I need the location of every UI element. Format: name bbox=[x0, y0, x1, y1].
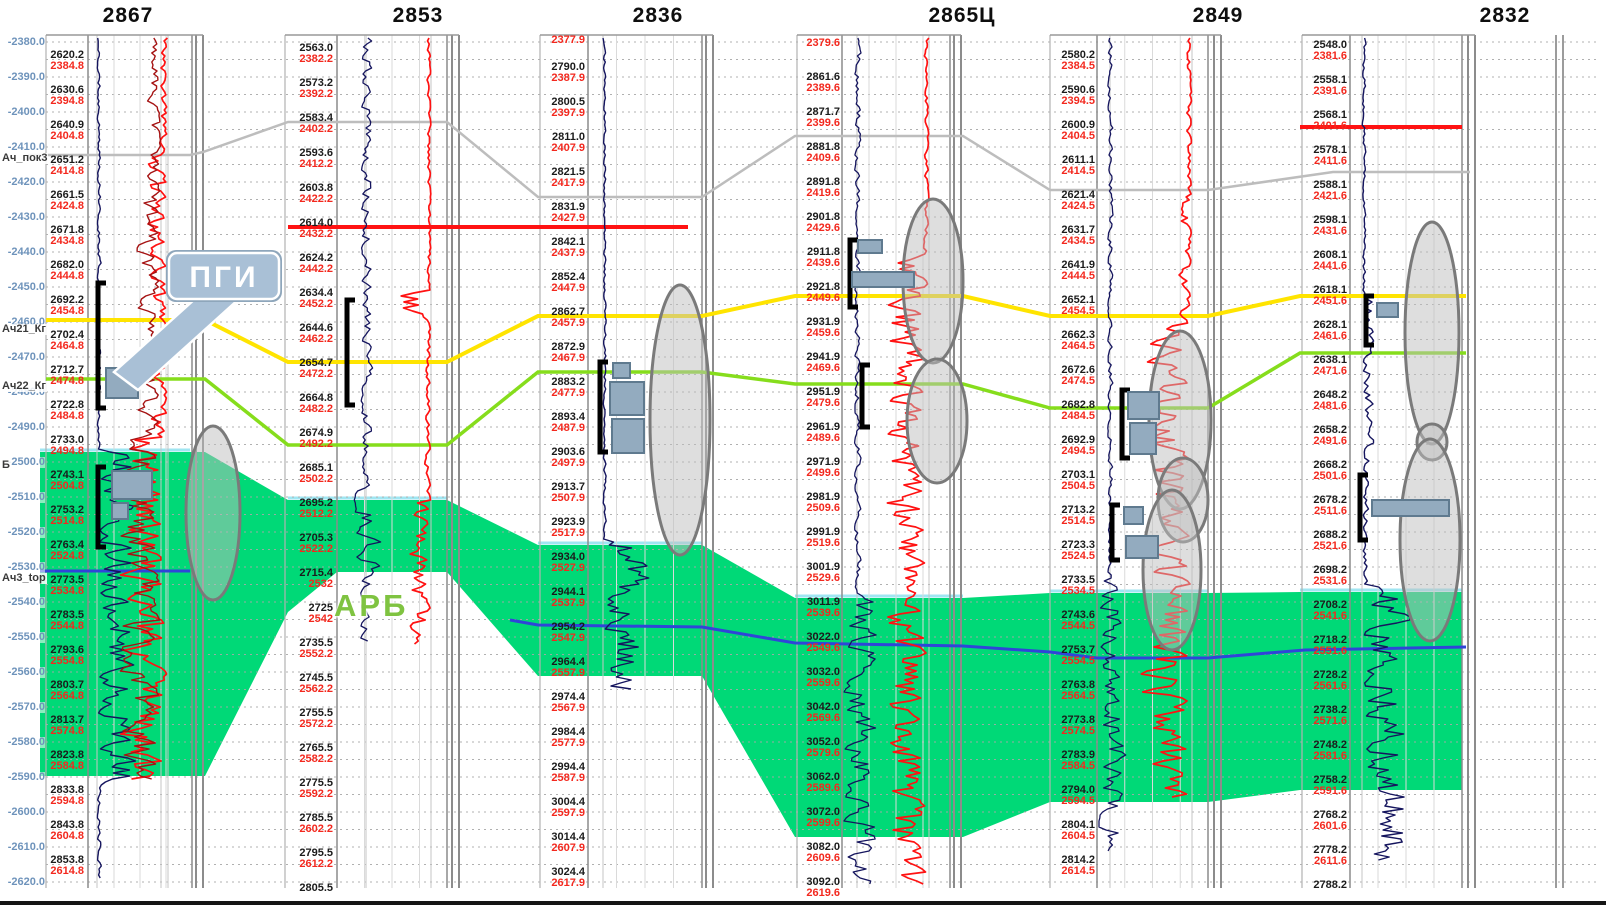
perforation-bracket bbox=[344, 297, 355, 408]
correlation-line-blue bbox=[509, 618, 1467, 660]
highlight-ellipse[interactable] bbox=[905, 357, 969, 485]
perforation-bracket bbox=[1119, 387, 1130, 461]
perforation-symbol bbox=[1125, 535, 1159, 559]
log-curve-navy bbox=[1361, 37, 1411, 861]
log-curve-navy bbox=[843, 37, 877, 885]
perforation-bracket bbox=[847, 237, 858, 310]
highlight-ellipse[interactable] bbox=[1141, 488, 1203, 652]
perforation-symbol bbox=[609, 381, 645, 416]
perforation-symbol bbox=[612, 362, 631, 379]
perforation-bracket bbox=[1109, 502, 1120, 563]
perforation-bracket bbox=[95, 280, 106, 411]
perforation-symbol bbox=[1376, 302, 1399, 318]
log-curve-red bbox=[886, 37, 930, 885]
pgi-callout-box bbox=[167, 251, 281, 301]
highlight-ellipse[interactable] bbox=[648, 283, 712, 557]
log-curve-red bbox=[400, 37, 432, 645]
pgi-callout[interactable]: ПГИ bbox=[112, 250, 282, 392]
arb-interval-fill bbox=[40, 448, 1462, 837]
correlation-line-gray bbox=[28, 120, 1470, 199]
perforation-symbol bbox=[611, 418, 645, 454]
log-curve-navy bbox=[1098, 37, 1127, 852]
log-curve-navy bbox=[96, 37, 137, 879]
perforation-symbol bbox=[111, 502, 129, 520]
log-curve-navy bbox=[353, 37, 382, 642]
pgi-callout-tail bbox=[112, 296, 244, 392]
perforation-bracket bbox=[597, 359, 608, 455]
correlation-line-yellow bbox=[46, 294, 1466, 364]
perforation-symbol bbox=[851, 271, 915, 288]
perforation-symbol bbox=[857, 239, 883, 254]
perforation-symbol bbox=[1123, 506, 1144, 525]
perforation-bracket bbox=[859, 362, 870, 430]
perforation-bracket bbox=[1363, 293, 1374, 348]
perforation-symbol bbox=[1129, 422, 1157, 455]
highlight-ellipse[interactable] bbox=[1403, 220, 1461, 446]
highlight-ellipse[interactable] bbox=[184, 424, 242, 602]
correlation-line-green bbox=[46, 351, 1466, 447]
highlight-ellipse[interactable] bbox=[1398, 437, 1462, 643]
bottom-border bbox=[0, 901, 1606, 905]
log-curve-red2 bbox=[119, 37, 162, 780]
perforation-bracket bbox=[1357, 472, 1368, 543]
perforation-symbol bbox=[1127, 391, 1160, 420]
highlight-ellipses bbox=[184, 197, 1462, 652]
perforation-symbol bbox=[111, 470, 153, 500]
pgi-callout-label: ПГИ bbox=[189, 261, 258, 294]
depth-gridlines bbox=[46, 41, 1596, 883]
perforation-symbol bbox=[1371, 499, 1450, 517]
perforation-bracket bbox=[95, 464, 106, 550]
